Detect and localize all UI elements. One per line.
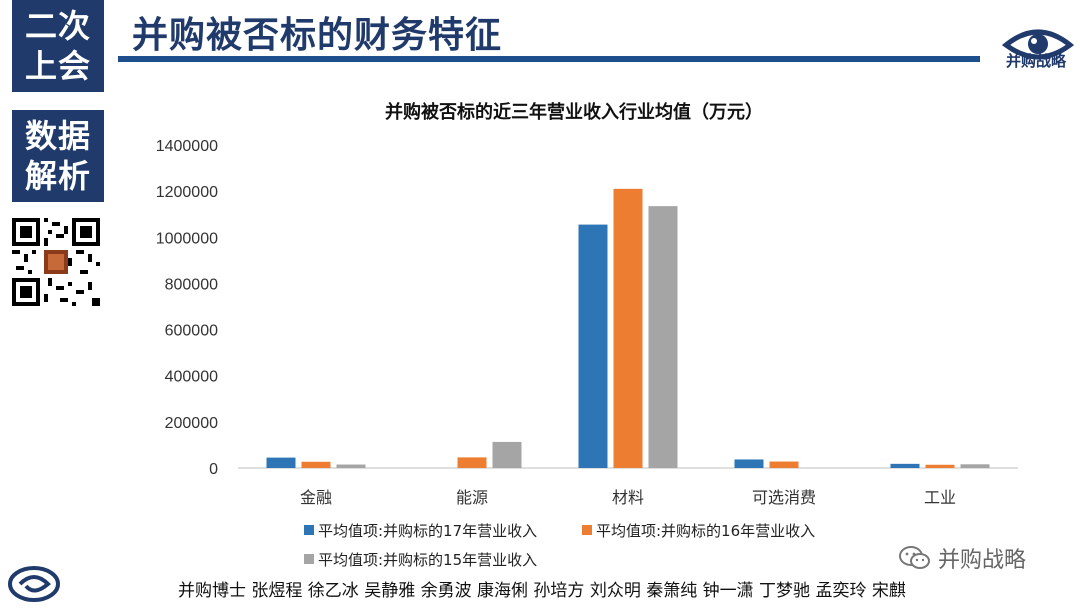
y-axis: 0 200000 400000 600000 800000 1000000 1200000 1… [156, 138, 218, 478]
chart-title: 并购被否标的近三年营业收入行业均值（万元） [385, 101, 763, 123]
header-divider [118, 56, 980, 62]
swirl-logo-icon [8, 566, 60, 602]
y-tick-label: 200000 [165, 415, 218, 432]
bar-3-1 [336, 464, 366, 468]
y-tick-label: 0 [209, 461, 218, 478]
bar-2-2 [457, 457, 487, 468]
bar-3-2 [492, 441, 522, 468]
y-tick-label: 1000000 [156, 230, 218, 247]
sidebar-badge-top: 二次 上会 [12, 0, 104, 92]
legend-label: 平均值项:并购标的16年营业收入 [596, 522, 815, 540]
wechat-account-name: 并购战略 [938, 548, 1027, 573]
eye-icon [1001, 29, 1075, 60]
x-category-label: 材料 [612, 488, 644, 507]
y-tick-label: 400000 [165, 369, 218, 386]
bar-2-1 [301, 461, 331, 468]
bar-3-5 [960, 464, 990, 468]
bars-group [266, 188, 990, 469]
x-axis: 金融 能源 材料 可选消费 工业 [300, 488, 956, 507]
sidebar-mid-line-2: 解析 [24, 157, 91, 195]
y-tick-label: 800000 [165, 276, 218, 293]
bar-2-4 [769, 461, 799, 468]
bar-2-3 [613, 188, 643, 469]
x-category-label: 工业 [924, 488, 956, 507]
y-tick-label: 1400000 [156, 138, 218, 155]
bar-1-4 [734, 459, 764, 468]
bar-1-3 [578, 224, 608, 468]
wechat-icon [899, 546, 930, 569]
authors-line: 并购博士 张煜程 徐乙冰 吴静雅 余勇波 康海俐 孙培方 刘众明 秦箫纯 钟一潇… [178, 581, 906, 601]
wechat-badge: 并购战略 [898, 542, 1026, 574]
bar-2-5 [925, 464, 955, 468]
legend-label: 平均值项:并购标的15年营业收入 [318, 551, 537, 569]
bar-1-5 [890, 463, 920, 468]
page-title: 并购被否标的财务特征 [132, 15, 503, 56]
legend-swatch [304, 525, 314, 535]
x-category-label: 金融 [300, 488, 332, 507]
sidebar-top-line-1: 二次 [24, 7, 91, 45]
sidebar-badge-mid: 数据 解析 [12, 110, 104, 202]
x-category-label: 能源 [456, 488, 488, 507]
sidebar-mid-line-1: 数据 [24, 117, 91, 155]
x-category-label: 可选消费 [752, 488, 816, 507]
legend-label: 平均值项:并购标的17年营业收入 [318, 522, 537, 540]
legend-swatch [304, 554, 314, 564]
y-tick-label: 600000 [165, 323, 218, 340]
bar-3-3 [648, 206, 678, 468]
y-tick-label: 1200000 [156, 184, 218, 201]
legend-swatch [582, 525, 592, 535]
sidebar-top-line-2: 上会 [24, 47, 91, 85]
brand-name: 并购战略 [1005, 52, 1066, 70]
qr-code-icon [12, 218, 100, 306]
legend: 平均值项:并购标的17年营业收入 平均值项:并购标的16年营业收入平均值项:并购标… [304, 522, 815, 569]
bar-1-1 [266, 457, 296, 468]
